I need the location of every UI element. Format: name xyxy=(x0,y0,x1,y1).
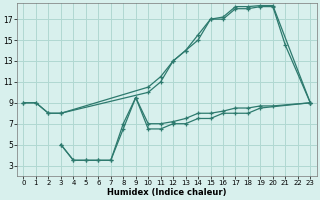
X-axis label: Humidex (Indice chaleur): Humidex (Indice chaleur) xyxy=(107,188,227,197)
